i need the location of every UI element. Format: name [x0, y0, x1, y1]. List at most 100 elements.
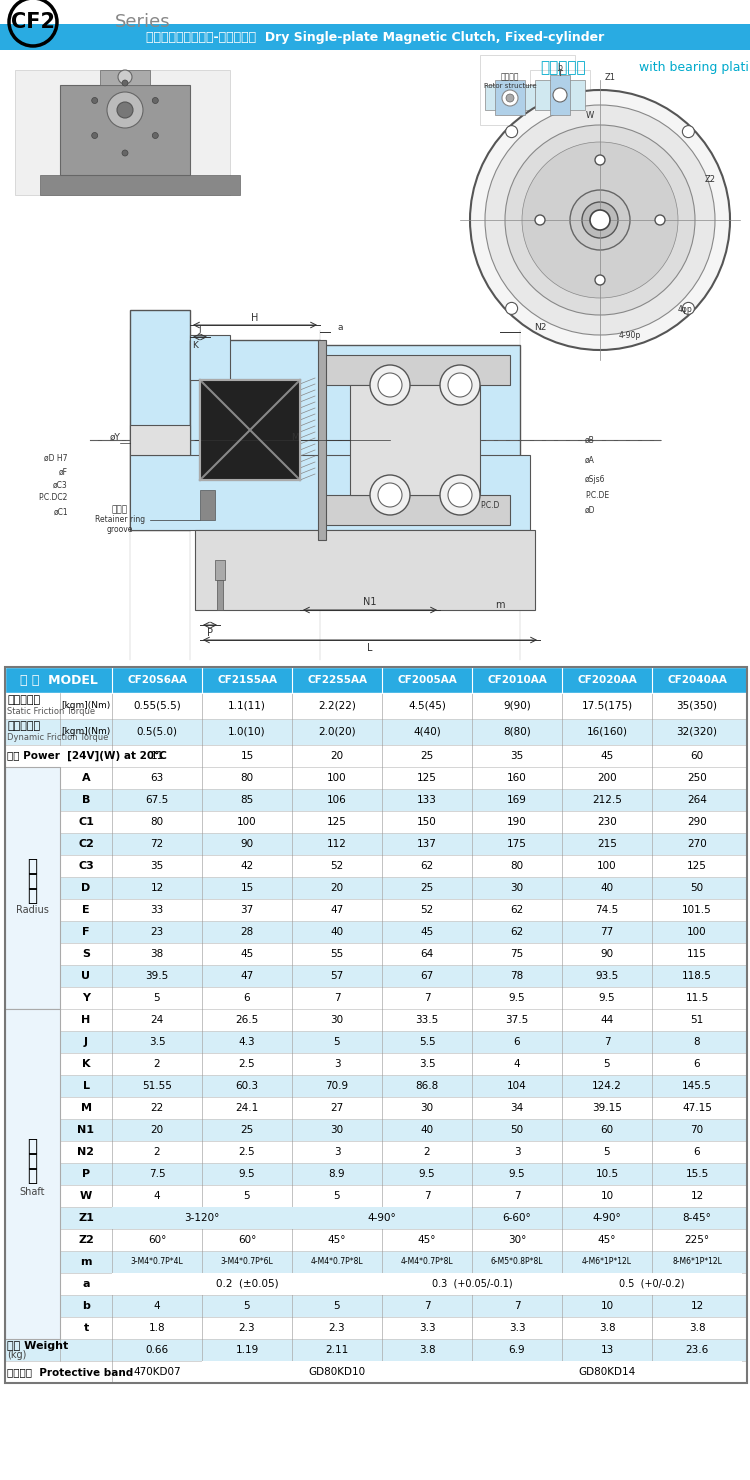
Text: 145.5: 145.5 — [682, 1080, 712, 1091]
Text: 5.5: 5.5 — [419, 1037, 435, 1046]
Text: 137: 137 — [417, 839, 437, 850]
Text: 0.3  (+0.05/-0.1): 0.3 (+0.05/-0.1) — [432, 1279, 512, 1289]
Text: 方: 方 — [28, 872, 38, 889]
Bar — [535, 80, 585, 110]
Bar — [5, 878, 747, 898]
Text: 6: 6 — [694, 1060, 700, 1069]
Circle shape — [370, 366, 410, 406]
Text: 15: 15 — [240, 884, 254, 892]
Text: Retainer ring: Retainer ring — [95, 515, 145, 524]
Text: CF2020AA: CF2020AA — [578, 675, 637, 685]
Text: 45°: 45° — [418, 1234, 436, 1245]
Circle shape — [506, 302, 518, 314]
Text: 2: 2 — [154, 1060, 160, 1069]
Text: 13: 13 — [600, 1345, 613, 1356]
Circle shape — [570, 189, 630, 250]
Text: 8: 8 — [694, 1037, 700, 1046]
Text: 向: 向 — [28, 887, 38, 904]
Text: 39.5: 39.5 — [146, 971, 169, 981]
Bar — [202, 1208, 203, 1228]
Text: 4-90p: 4-90p — [619, 330, 641, 339]
Circle shape — [118, 70, 132, 84]
Text: 動摩擦轉距: 動摩擦轉距 — [7, 721, 40, 731]
Bar — [5, 1228, 747, 1251]
Text: 77: 77 — [600, 926, 613, 937]
Text: 附軸承導座: 附軸承導座 — [540, 61, 586, 75]
Text: 45: 45 — [600, 750, 613, 761]
Bar — [5, 921, 747, 943]
Text: CF2005AA: CF2005AA — [398, 675, 457, 685]
Text: 9(90): 9(90) — [503, 702, 531, 710]
Text: E: E — [82, 904, 90, 915]
Bar — [5, 833, 747, 855]
Text: 115: 115 — [687, 949, 707, 959]
Bar — [562, 1362, 563, 1382]
Text: 60: 60 — [691, 750, 703, 761]
Text: 1.0(10): 1.0(10) — [228, 727, 266, 737]
Text: 100: 100 — [237, 817, 256, 827]
Text: Series: Series — [115, 13, 170, 31]
Text: 5: 5 — [334, 1301, 340, 1311]
Text: [kgm](Nm): [kgm](Nm) — [62, 702, 111, 710]
Bar — [320, 345, 520, 540]
Text: 4-90°: 4-90° — [592, 1214, 621, 1222]
Bar — [472, 1273, 473, 1295]
Text: D: D — [81, 884, 91, 892]
Text: 35(350): 35(350) — [676, 702, 718, 710]
Bar — [5, 1119, 747, 1141]
Text: N2: N2 — [534, 324, 546, 333]
Text: 12: 12 — [150, 884, 164, 892]
Bar — [5, 767, 747, 789]
Text: 0.2  (±0.05): 0.2 (±0.05) — [216, 1279, 278, 1289]
Bar — [130, 454, 530, 530]
Text: 9.5: 9.5 — [509, 1169, 525, 1180]
Text: 9.5: 9.5 — [419, 1169, 435, 1180]
Text: 4-M6*1P*12L: 4-M6*1P*12L — [582, 1258, 632, 1267]
Text: 62: 62 — [510, 926, 524, 937]
Text: 16(160): 16(160) — [586, 727, 628, 737]
Text: 80: 80 — [151, 817, 164, 827]
Bar — [100, 70, 150, 84]
Text: 72: 72 — [150, 839, 164, 850]
Bar — [5, 898, 747, 921]
Text: 51: 51 — [690, 1015, 703, 1026]
Text: 125: 125 — [687, 861, 707, 872]
Text: 保護素子  Protective band: 保護素子 Protective band — [7, 1368, 133, 1376]
Bar — [325, 494, 510, 525]
Text: 4: 4 — [514, 1060, 520, 1069]
Text: 0.5(5.0): 0.5(5.0) — [136, 727, 178, 737]
Text: 1.19: 1.19 — [236, 1345, 259, 1356]
Circle shape — [448, 373, 472, 397]
Text: 2.3: 2.3 — [328, 1323, 345, 1333]
Text: 9.5: 9.5 — [598, 993, 615, 1003]
Text: 124.2: 124.2 — [592, 1080, 622, 1091]
Text: 2.2(22): 2.2(22) — [318, 702, 356, 710]
Text: 125: 125 — [417, 773, 437, 783]
Text: 5: 5 — [154, 993, 160, 1003]
Text: CF22S5AA: CF22S5AA — [307, 675, 367, 685]
Text: CF2010AA: CF2010AA — [488, 675, 547, 685]
Text: 0.5  (+0/-0.2): 0.5 (+0/-0.2) — [620, 1279, 685, 1289]
Text: 3.8: 3.8 — [598, 1323, 615, 1333]
Bar — [530, 70, 590, 124]
Text: 35: 35 — [510, 750, 524, 761]
Text: 30: 30 — [421, 1103, 434, 1113]
Bar — [5, 1185, 747, 1208]
Text: 175: 175 — [507, 839, 527, 850]
Text: P.C.DC2: P.C.DC2 — [39, 493, 68, 503]
Text: 190: 190 — [507, 817, 526, 827]
Bar — [5, 987, 747, 1009]
Text: 3.3: 3.3 — [509, 1323, 525, 1333]
Text: [kgm](Nm): [kgm](Nm) — [62, 728, 111, 737]
Text: 6: 6 — [694, 1147, 700, 1157]
Bar — [202, 1273, 203, 1295]
Bar — [0, 24, 750, 50]
Text: 3: 3 — [334, 1147, 340, 1157]
Circle shape — [92, 133, 98, 139]
Text: 32(320): 32(320) — [676, 727, 718, 737]
Bar — [5, 943, 747, 965]
Text: 20: 20 — [331, 750, 344, 761]
Text: 200: 200 — [597, 773, 616, 783]
Text: 70: 70 — [691, 1125, 703, 1135]
Text: 60: 60 — [601, 1125, 613, 1135]
